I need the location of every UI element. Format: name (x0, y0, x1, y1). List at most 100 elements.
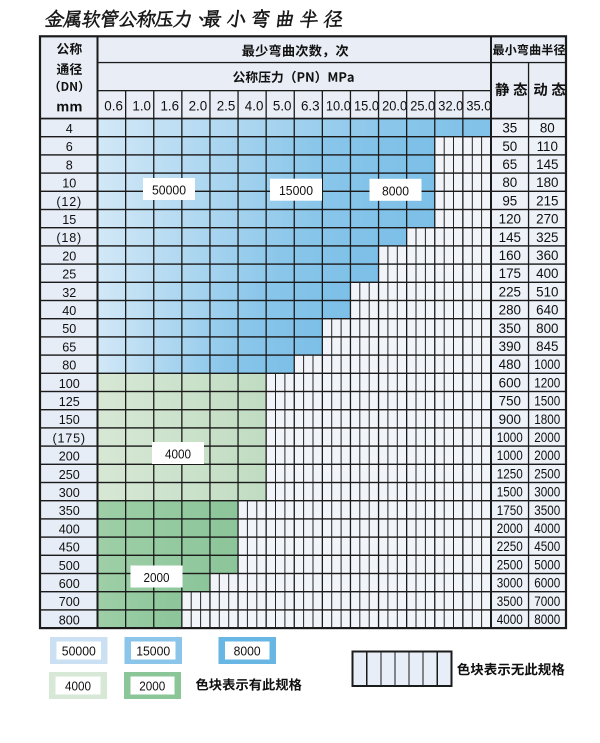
svg-text:450: 450 (59, 541, 80, 555)
svg-text:(175): (175) (52, 431, 85, 445)
svg-text:280: 280 (499, 303, 521, 318)
svg-text:120: 120 (499, 212, 521, 227)
svg-text:845: 845 (536, 339, 558, 354)
svg-text:6: 6 (66, 140, 73, 154)
svg-text:300: 300 (59, 486, 80, 500)
svg-text:400: 400 (536, 266, 558, 281)
svg-text:800: 800 (536, 321, 558, 336)
svg-text:215: 215 (536, 193, 558, 208)
svg-text:50000: 50000 (62, 643, 96, 658)
svg-text:7000: 7000 (534, 594, 560, 609)
svg-text:2.5: 2.5 (217, 99, 236, 115)
svg-text:4: 4 (66, 122, 73, 136)
svg-text:145: 145 (499, 230, 521, 245)
svg-text:150: 150 (59, 413, 80, 427)
svg-text:700: 700 (59, 595, 80, 609)
svg-text:100: 100 (59, 377, 80, 391)
svg-text:2000: 2000 (497, 521, 523, 536)
svg-text:2000: 2000 (534, 430, 560, 445)
svg-text:1800: 1800 (534, 412, 560, 427)
svg-text:3000: 3000 (534, 485, 560, 500)
svg-text:2000: 2000 (139, 678, 165, 693)
svg-text:1250: 1250 (497, 466, 523, 481)
svg-text:350: 350 (499, 321, 521, 336)
svg-text:(18): (18) (56, 231, 82, 245)
svg-text:2000: 2000 (144, 570, 170, 585)
svg-text:2500: 2500 (534, 466, 560, 481)
svg-text:225: 225 (499, 284, 521, 299)
svg-text:1200: 1200 (534, 375, 560, 390)
svg-text:800: 800 (59, 613, 80, 627)
svg-text:4000: 4000 (165, 447, 191, 462)
svg-text:3500: 3500 (497, 594, 523, 609)
svg-text:125: 125 (59, 395, 80, 409)
svg-text:500: 500 (59, 559, 80, 573)
svg-text:10: 10 (62, 177, 76, 191)
svg-text:15000: 15000 (136, 643, 170, 658)
svg-text:270: 270 (536, 212, 558, 227)
svg-text:35: 35 (502, 121, 517, 136)
svg-text:2.0: 2.0 (189, 99, 208, 115)
svg-text:8000: 8000 (382, 183, 409, 198)
svg-text:1500: 1500 (497, 485, 523, 500)
svg-text:1500: 1500 (534, 394, 560, 409)
svg-text:250: 250 (59, 468, 80, 482)
svg-text:95: 95 (502, 193, 517, 208)
svg-text:4000: 4000 (65, 678, 91, 693)
svg-text:5000: 5000 (534, 557, 560, 572)
svg-text:4000: 4000 (497, 612, 523, 627)
svg-text:20.0: 20.0 (382, 99, 407, 115)
svg-text:15.0: 15.0 (354, 99, 379, 115)
svg-text:32: 32 (62, 286, 76, 300)
svg-text:10.0: 10.0 (326, 99, 351, 115)
svg-text:1.0: 1.0 (132, 99, 151, 115)
svg-text:15: 15 (62, 213, 76, 227)
svg-text:390: 390 (499, 339, 521, 354)
svg-text:145: 145 (536, 157, 558, 172)
svg-text:2000: 2000 (534, 448, 560, 463)
svg-text:325: 325 (536, 230, 558, 245)
svg-text:20: 20 (62, 249, 76, 263)
svg-text:1.6: 1.6 (161, 99, 180, 115)
svg-text:5.0: 5.0 (273, 99, 292, 115)
svg-text:4000: 4000 (534, 521, 560, 536)
svg-text:50: 50 (502, 139, 517, 154)
svg-text:80: 80 (502, 175, 517, 190)
svg-text:80: 80 (62, 359, 76, 373)
svg-text:0.6: 0.6 (104, 99, 123, 115)
svg-text:80: 80 (540, 121, 555, 136)
svg-text:8: 8 (66, 158, 73, 172)
svg-text:15000: 15000 (279, 183, 313, 198)
svg-text:600: 600 (59, 577, 80, 591)
svg-text:65: 65 (62, 340, 76, 354)
svg-text:1000: 1000 (497, 430, 523, 445)
svg-text:6.3: 6.3 (301, 99, 320, 115)
svg-text:1000: 1000 (497, 448, 523, 463)
svg-text:6000: 6000 (534, 576, 560, 591)
svg-text:750: 750 (499, 394, 521, 409)
svg-text:2250: 2250 (497, 539, 523, 554)
svg-text:1000: 1000 (534, 357, 560, 372)
svg-text:3500: 3500 (534, 503, 560, 518)
svg-text:4500: 4500 (534, 539, 560, 554)
svg-text:600: 600 (499, 375, 521, 390)
svg-text:180: 180 (536, 175, 558, 190)
svg-text:50: 50 (62, 322, 76, 336)
svg-text:8000: 8000 (534, 612, 560, 627)
svg-text:35.0: 35.0 (466, 99, 491, 115)
svg-text:4.0: 4.0 (245, 99, 264, 115)
svg-text:400: 400 (59, 522, 80, 536)
svg-text:360: 360 (536, 248, 558, 263)
svg-text:50000: 50000 (152, 183, 186, 198)
svg-text:8000: 8000 (234, 643, 261, 658)
svg-text:32.0: 32.0 (438, 99, 463, 115)
svg-text:510: 510 (536, 284, 558, 299)
svg-text:200: 200 (59, 450, 80, 464)
svg-text:900: 900 (499, 412, 521, 427)
svg-text:(12): (12) (56, 195, 82, 209)
svg-text:25.0: 25.0 (410, 99, 435, 115)
svg-text:640: 640 (536, 303, 558, 318)
svg-text:175: 175 (499, 266, 521, 281)
svg-text:350: 350 (59, 504, 80, 518)
svg-text:480: 480 (499, 357, 521, 372)
